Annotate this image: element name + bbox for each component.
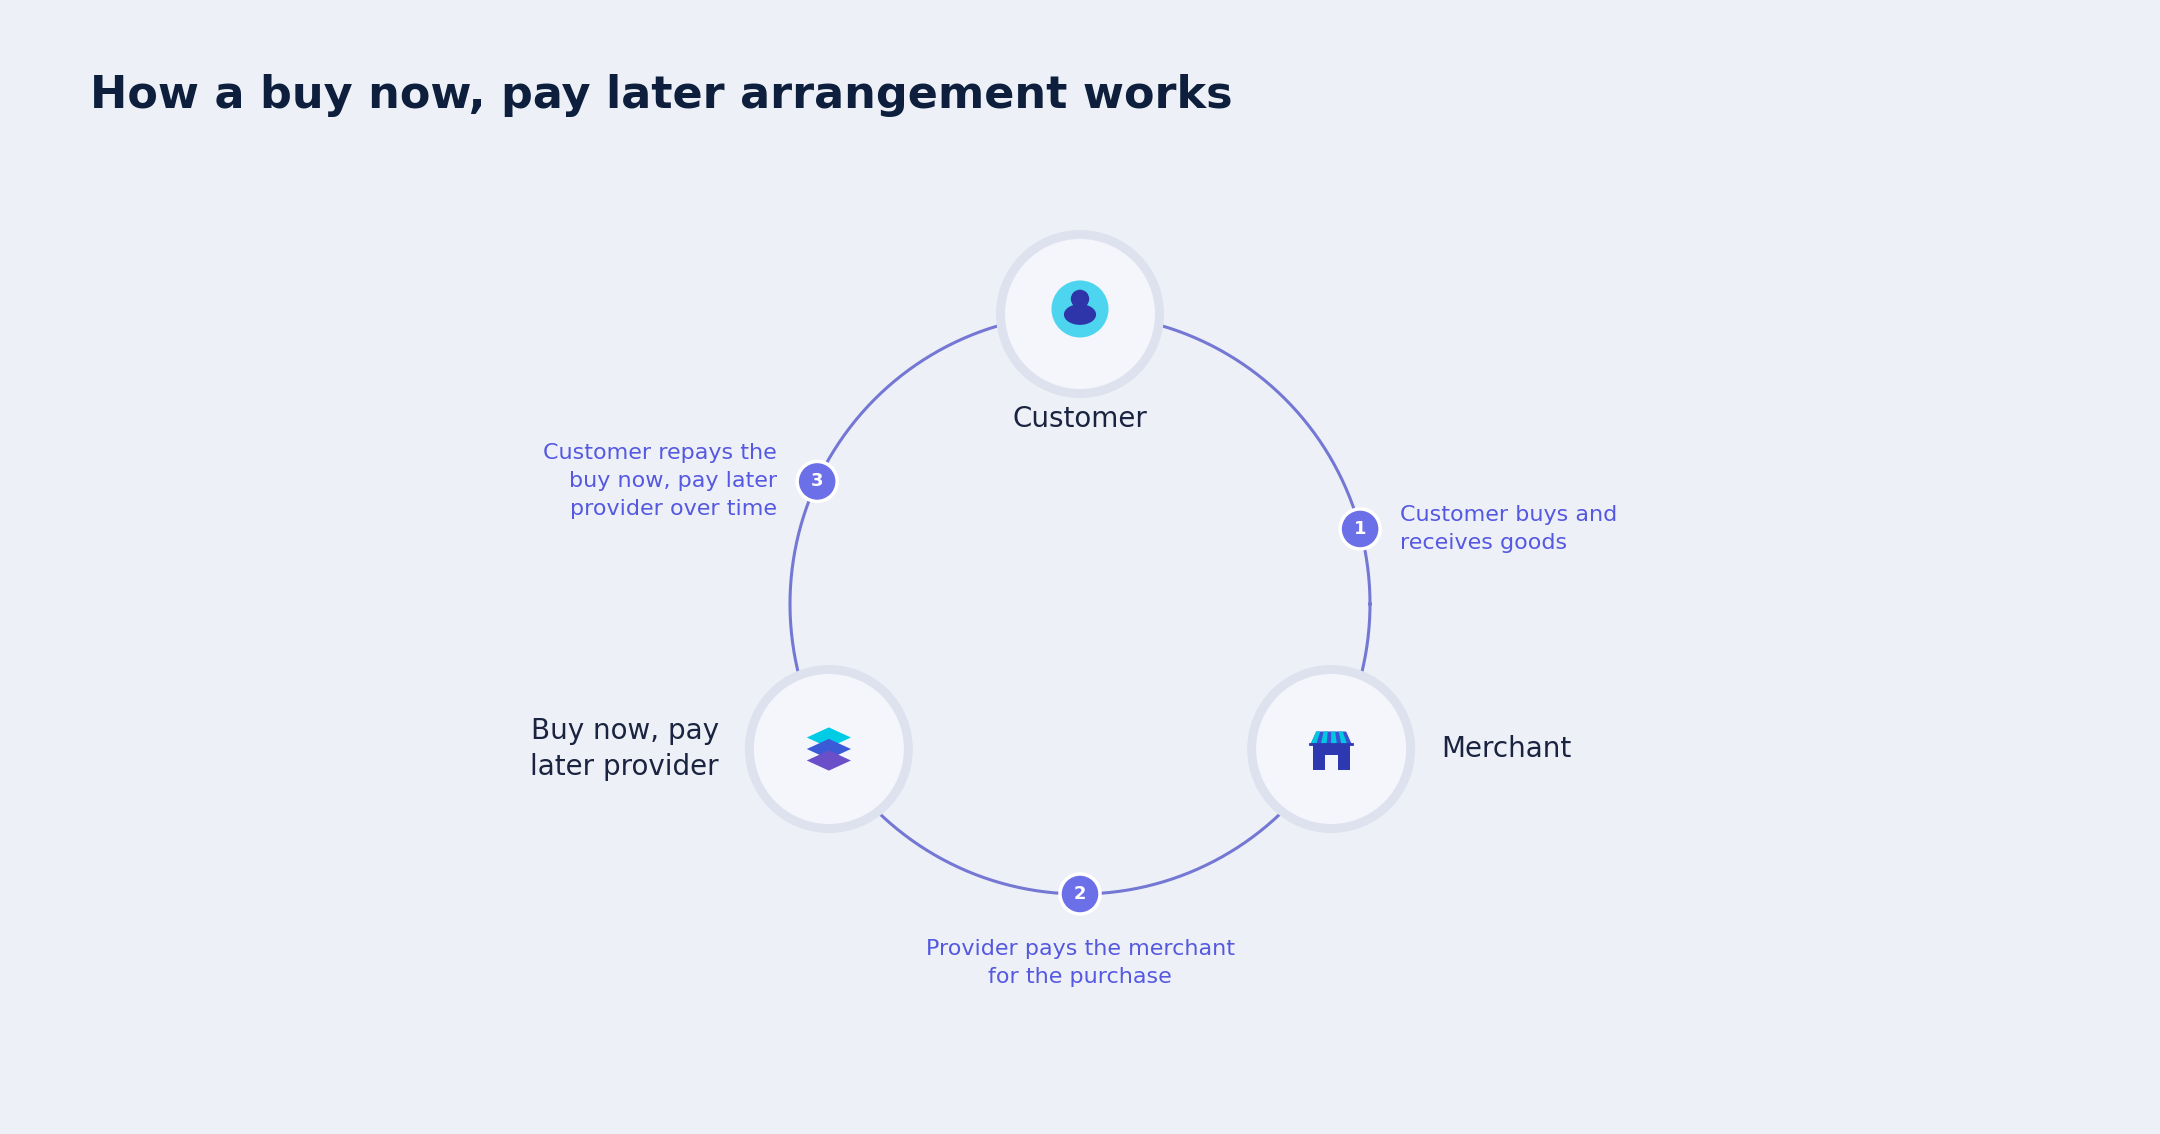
Circle shape xyxy=(996,230,1164,398)
Text: Buy now, pay
later provider: Buy now, pay later provider xyxy=(529,717,719,781)
Circle shape xyxy=(1061,874,1099,914)
Polygon shape xyxy=(1311,731,1352,744)
Circle shape xyxy=(1246,665,1415,833)
Text: Customer buys and
receives goods: Customer buys and receives goods xyxy=(1400,505,1618,553)
Text: 3: 3 xyxy=(810,473,823,490)
Text: Provider pays the merchant
for the purchase: Provider pays the merchant for the purch… xyxy=(924,939,1236,987)
Text: Customer repays the
buy now, pay later
provider over time: Customer repays the buy now, pay later p… xyxy=(544,443,778,519)
Polygon shape xyxy=(1320,731,1328,744)
Text: Customer: Customer xyxy=(1013,405,1147,433)
Circle shape xyxy=(1257,674,1406,824)
Circle shape xyxy=(754,674,903,824)
Text: 2: 2 xyxy=(1074,885,1086,903)
Polygon shape xyxy=(808,751,851,771)
Text: Merchant: Merchant xyxy=(1441,735,1570,763)
Circle shape xyxy=(1004,239,1156,389)
Ellipse shape xyxy=(1065,304,1095,324)
FancyBboxPatch shape xyxy=(1324,755,1337,770)
Polygon shape xyxy=(1311,731,1320,744)
Polygon shape xyxy=(808,727,851,747)
Text: How a buy now, pay later arrangement works: How a buy now, pay later arrangement wor… xyxy=(91,74,1233,117)
Circle shape xyxy=(1339,509,1380,549)
Polygon shape xyxy=(1331,731,1337,744)
Circle shape xyxy=(797,462,838,501)
Circle shape xyxy=(745,665,914,833)
Circle shape xyxy=(1071,289,1089,308)
Text: 1: 1 xyxy=(1354,521,1367,538)
FancyBboxPatch shape xyxy=(1313,744,1350,770)
Polygon shape xyxy=(1339,731,1348,744)
Circle shape xyxy=(1052,280,1108,338)
Polygon shape xyxy=(808,739,851,759)
